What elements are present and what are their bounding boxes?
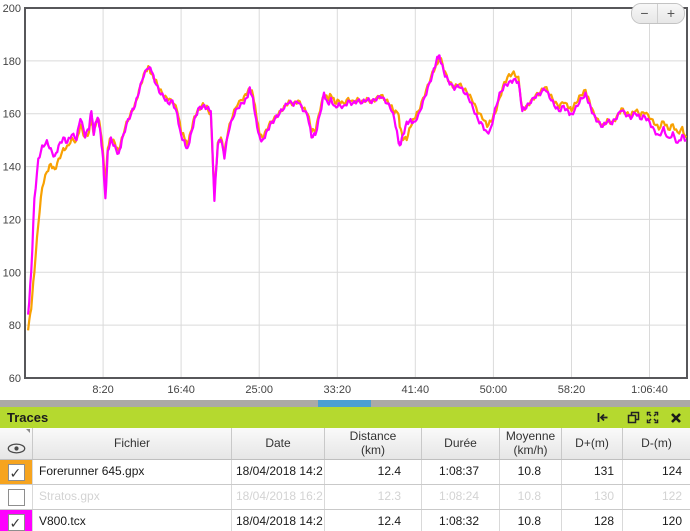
panel-toolbar xyxy=(595,411,690,425)
visibility-checkbox[interactable] xyxy=(7,462,25,484)
ascent-cell: 131 xyxy=(562,460,623,484)
traces-panel-header: Traces xyxy=(0,407,690,428)
ascent-cell: 128 xyxy=(562,510,623,531)
visibility-checkbox[interactable] xyxy=(7,512,25,531)
date-cell: 18/04/2018 16:2 xyxy=(232,485,325,509)
visibility-column-header[interactable] xyxy=(0,428,33,459)
svg-text:100: 100 xyxy=(3,267,21,279)
duration-cell: 1:08:32 xyxy=(422,510,500,531)
svg-text:180: 180 xyxy=(3,56,21,68)
fullscreen-icon[interactable] xyxy=(645,411,659,425)
trace-color-cell xyxy=(0,460,33,484)
table-row[interactable]: Stratos.gpx 18/04/2018 16:2 12.3 1:08:24… xyxy=(0,485,690,510)
date-cell: 18/04/2018 14:2 xyxy=(232,510,325,531)
descent-cell: 122 xyxy=(661,489,682,503)
table-row[interactable]: Forerunner 645.gpx 18/04/2018 14:2 12.4 … xyxy=(0,460,690,485)
heart-rate-chart[interactable]: 60 80 100 120 140 160 180 200 8:20 16:40 25:00 33:2… xyxy=(0,0,690,400)
svg-text:200: 200 xyxy=(3,3,21,15)
trace-color-cell xyxy=(0,510,33,531)
column-header-dplus[interactable]: D+(m) xyxy=(562,428,623,459)
average-speed-cell: 10.8 xyxy=(500,485,562,509)
column-header-fichier[interactable]: Fichier xyxy=(33,428,232,459)
ascent-cell: 130 xyxy=(562,485,623,509)
svg-text:41:40: 41:40 xyxy=(402,384,430,396)
descent-cell: 120 xyxy=(661,514,682,528)
zoom-in-button[interactable]: + xyxy=(658,4,684,23)
svg-text:120: 120 xyxy=(3,214,21,226)
column-header-moyenne[interactable]: Moyenne (km/h) xyxy=(500,428,562,459)
duration-cell: 1:08:24 xyxy=(422,485,500,509)
date-cell: 18/04/2018 14:2 xyxy=(232,460,325,484)
svg-text:1:06:40: 1:06:40 xyxy=(631,384,668,396)
svg-text:8:20: 8:20 xyxy=(92,384,113,396)
move-first-icon[interactable] xyxy=(595,411,609,425)
close-icon[interactable] xyxy=(669,411,683,425)
svg-text:140: 140 xyxy=(3,162,21,174)
zoom-out-button[interactable]: − xyxy=(632,4,658,23)
duration-cell: 1:08:37 xyxy=(422,460,500,484)
zoom-control: − + xyxy=(631,3,685,24)
visibility-checkbox[interactable] xyxy=(7,488,25,506)
svg-text:16:40: 16:40 xyxy=(167,384,195,396)
sort-grip-icon xyxy=(26,429,30,433)
panel-title: Traces xyxy=(7,410,49,425)
svg-text:58:20: 58:20 xyxy=(558,384,586,396)
file-name-cell: Stratos.gpx xyxy=(33,485,232,509)
svg-text:50:00: 50:00 xyxy=(480,384,508,396)
table-row[interactable]: V800.tcx 18/04/2018 14:2 12.4 1:08:32 10… xyxy=(0,510,690,531)
file-name-cell: V800.tcx xyxy=(33,510,232,531)
column-header-duree[interactable]: Durée xyxy=(422,428,500,459)
svg-text:60: 60 xyxy=(9,373,21,385)
column-header-date[interactable]: Date xyxy=(232,428,325,459)
svg-text:160: 160 xyxy=(3,109,21,121)
average-speed-cell: 10.8 xyxy=(500,510,562,531)
svg-text:33:20: 33:20 xyxy=(324,384,352,396)
restore-window-icon[interactable] xyxy=(626,411,640,425)
chart-plot-area: 60 80 100 120 140 160 180 200 8:20 16:40 25:00 33:2… xyxy=(3,3,688,396)
column-header-dminus[interactable]: D-(m) xyxy=(641,435,672,450)
distance-cell: 12.4 xyxy=(325,460,422,484)
trace-color-cell xyxy=(0,485,33,509)
distance-cell: 12.3 xyxy=(325,485,422,509)
column-header-distance[interactable]: Distance (km) xyxy=(325,428,422,459)
svg-text:80: 80 xyxy=(9,320,21,332)
file-name-cell: Forerunner 645.gpx xyxy=(33,460,232,484)
traces-table: Fichier Date Distance (km) Durée Moyenne… xyxy=(0,428,690,531)
table-header-row: Fichier Date Distance (km) Durée Moyenne… xyxy=(0,428,690,460)
average-speed-cell: 10.8 xyxy=(500,460,562,484)
scrollbar-thumb[interactable] xyxy=(318,400,371,407)
chart-horizontal-scrollbar[interactable] xyxy=(0,400,690,407)
distance-cell: 12.4 xyxy=(325,510,422,531)
svg-text:25:00: 25:00 xyxy=(245,384,273,396)
descent-cell: 124 xyxy=(661,464,682,478)
eye-icon xyxy=(7,429,26,458)
